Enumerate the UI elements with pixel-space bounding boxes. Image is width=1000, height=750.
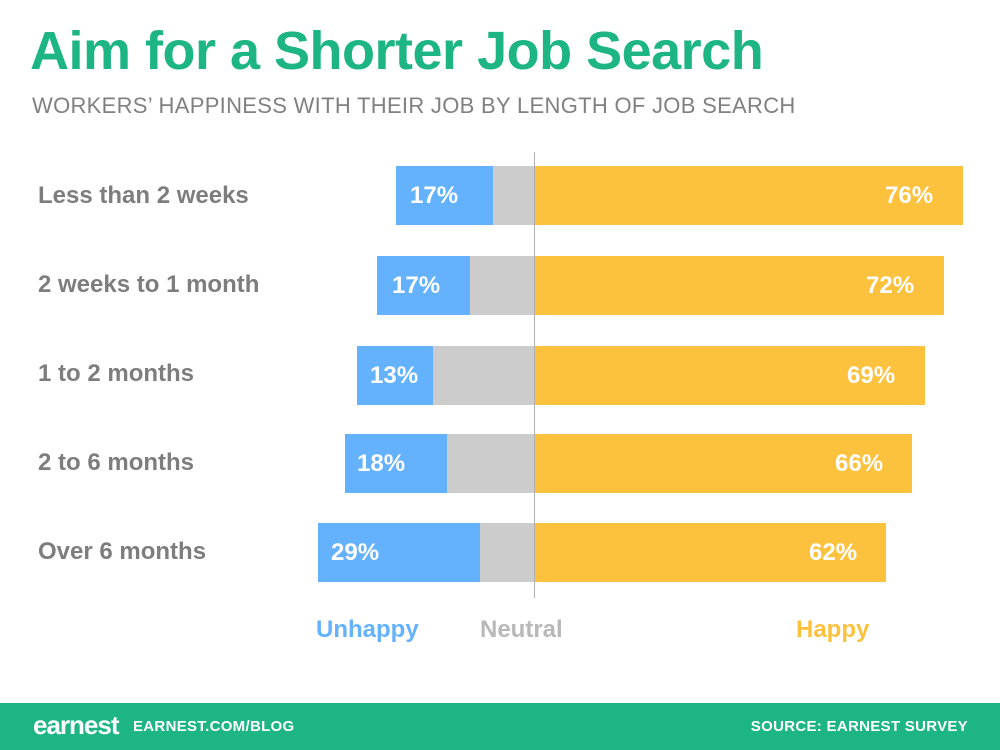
center-axis-line	[534, 152, 535, 598]
bar-unhappy	[318, 523, 480, 582]
bar-unhappy	[357, 346, 433, 405]
bar-neutral	[480, 523, 535, 582]
footer-bar: earnest EARNEST.COM/BLOG SOURCE: EARNEST…	[0, 703, 1000, 750]
bar-unhappy	[396, 166, 493, 225]
legend-happy: Happy	[796, 616, 870, 643]
bar-neutral	[493, 166, 535, 225]
row-label: 2 to 6 months	[38, 449, 195, 476]
happy-value: 76%	[885, 182, 934, 209]
happy-value: 72%	[866, 272, 915, 299]
legend-neutral: Neutral	[480, 616, 563, 643]
happy-value: 69%	[847, 362, 896, 389]
unhappy-value: 13%	[370, 362, 419, 389]
bar-unhappy	[377, 256, 470, 315]
legend-unhappy: Unhappy	[316, 616, 419, 643]
bar-neutral	[447, 434, 535, 493]
bar-happy	[535, 166, 963, 225]
happy-value: 62%	[809, 539, 858, 566]
row-label: 1 to 2 months	[38, 360, 195, 387]
unhappy-value: 17%	[392, 272, 441, 299]
bar-neutral	[470, 256, 535, 315]
row-label: Over 6 months	[38, 538, 207, 565]
row-label: Less than 2 weeks	[38, 182, 249, 209]
blog-link[interactable]: EARNEST.COM/BLOG	[133, 718, 295, 735]
bar-happy	[535, 346, 925, 405]
chart-subtitle: WORKERS’ HAPPINESS WITH THEIR JOB BY LEN…	[32, 93, 796, 118]
row-label: 2 weeks to 1 month	[38, 271, 260, 298]
unhappy-value: 17%	[410, 182, 459, 209]
unhappy-value: 29%	[331, 539, 380, 566]
earnest-logo[interactable]: earnest	[33, 710, 119, 740]
bar-unhappy	[345, 434, 447, 493]
happy-value: 66%	[835, 450, 884, 477]
unhappy-value: 18%	[357, 450, 406, 477]
bar-happy	[535, 434, 912, 493]
source-note: SOURCE: EARNEST SURVEY	[750, 718, 968, 735]
bar-happy	[535, 523, 886, 582]
bar-neutral	[433, 346, 535, 405]
chart-title: Aim for a Shorter Job Search	[30, 21, 764, 81]
bar-happy	[535, 256, 944, 315]
